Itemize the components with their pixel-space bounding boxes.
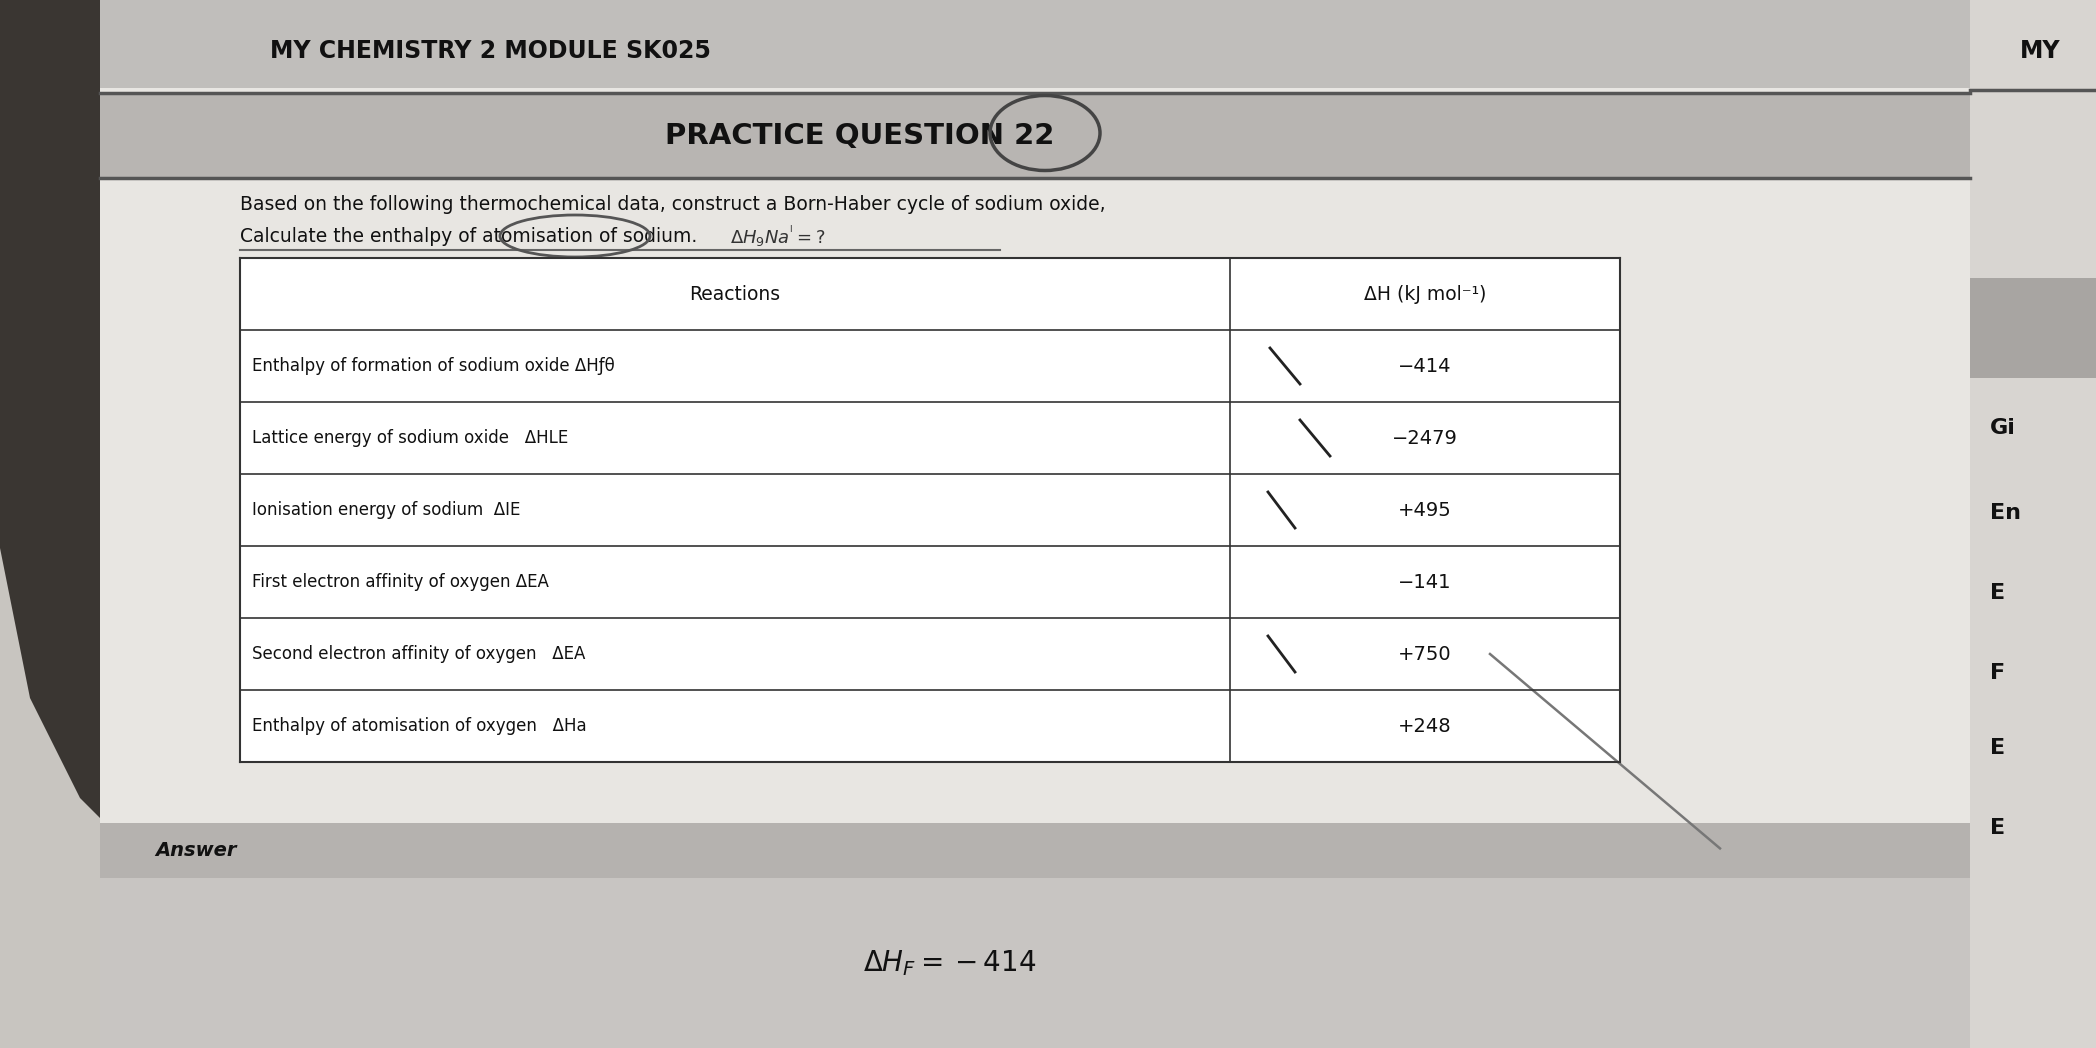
Bar	[1970, 278, 2096, 378]
Text: Calculate the enthalpy of atomisation of sodium.: Calculate the enthalpy of atomisation of…	[241, 226, 698, 245]
Text: −2479: −2479	[1392, 429, 1459, 447]
Text: F: F	[1989, 663, 2006, 683]
Text: +750: +750	[1398, 645, 1453, 663]
Bar	[101, 0, 1970, 88]
Text: En: En	[1989, 503, 2021, 523]
Text: PRACTICE QUESTION 22: PRACTICE QUESTION 22	[664, 122, 1054, 150]
Text: +495: +495	[1398, 501, 1453, 520]
Bar	[101, 0, 1970, 1048]
Bar	[101, 823, 1970, 878]
Text: $\Delta H_9 Na^{^{\rm l}} = ?$: $\Delta H_9 Na^{^{\rm l}} = ?$	[729, 224, 826, 250]
Text: E: E	[1989, 818, 2006, 838]
Text: MY: MY	[2021, 39, 2060, 63]
Text: Gi: Gi	[1989, 418, 2016, 438]
Text: Second electron affinity of oxygen   ΔEA: Second electron affinity of oxygen ΔEA	[252, 645, 585, 663]
Text: Enthalpy of atomisation of oxygen   ΔHa: Enthalpy of atomisation of oxygen ΔHa	[252, 717, 587, 735]
Text: Lattice energy of sodium oxide   ΔHLE: Lattice energy of sodium oxide ΔHLE	[252, 429, 568, 447]
Bar	[101, 0, 1970, 1048]
Text: −141: −141	[1398, 572, 1453, 591]
Text: Based on the following thermochemical data, construct a Born-Haber cycle of sodi: Based on the following thermochemical da…	[241, 196, 1105, 215]
Text: E: E	[1989, 738, 2006, 758]
Text: $\Delta H_F = -414$: $\Delta H_F = -414$	[864, 948, 1038, 978]
Text: MY CHEMISTRY 2 MODULE SK025: MY CHEMISTRY 2 MODULE SK025	[270, 39, 711, 63]
Text: First electron affinity of oxygen ΔEA: First electron affinity of oxygen ΔEA	[252, 573, 549, 591]
Text: −414: −414	[1398, 356, 1453, 375]
Bar	[1970, 0, 2096, 1048]
Text: Answer: Answer	[155, 840, 237, 860]
Bar	[101, 93, 1970, 178]
Text: Ionisation energy of sodium  ΔIE: Ionisation energy of sodium ΔIE	[252, 501, 520, 519]
Text: +248: +248	[1398, 717, 1453, 736]
Text: Reactions: Reactions	[690, 284, 780, 304]
Text: E: E	[1989, 583, 2006, 603]
Bar	[101, 878, 1970, 1048]
Text: ΔH (kJ mol⁻¹): ΔH (kJ mol⁻¹)	[1364, 284, 1486, 304]
Text: Enthalpy of formation of sodium oxide ΔHƒθ: Enthalpy of formation of sodium oxide ΔH…	[252, 357, 614, 375]
Bar	[241, 258, 1620, 762]
Polygon shape	[0, 0, 300, 888]
